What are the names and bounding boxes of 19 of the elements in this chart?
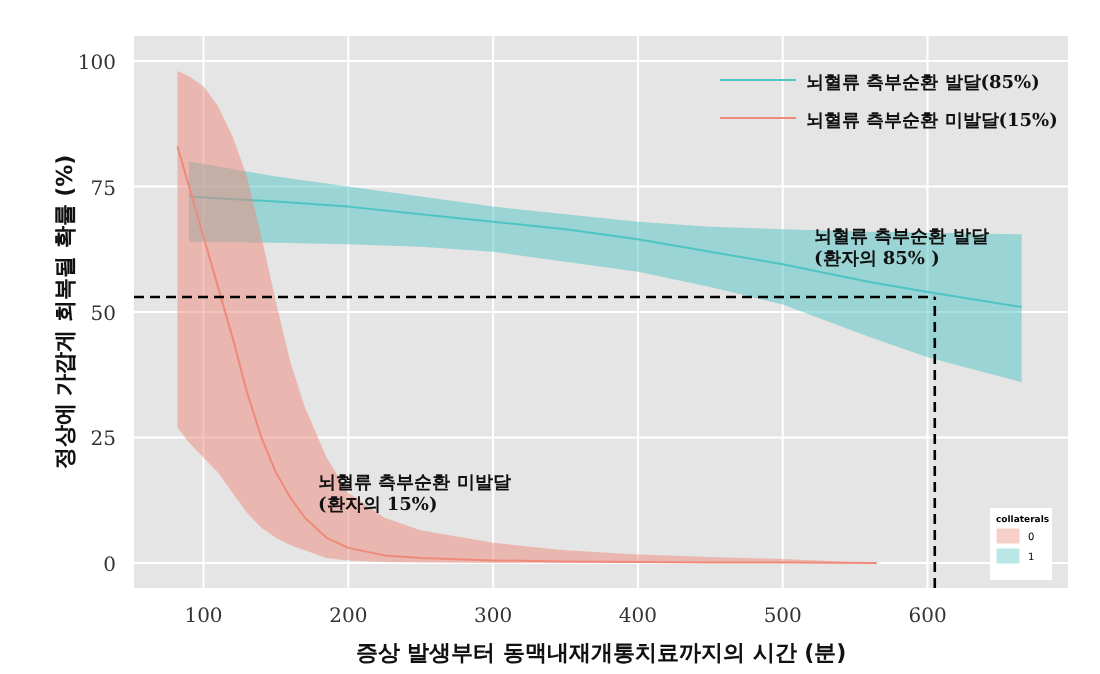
legend-label: 뇌혈류 측부순환 발달(85%) (806, 74, 1040, 94)
y-tick-label: 25 (90, 429, 116, 452)
x-tick-label: 200 (329, 606, 368, 628)
legend-label: 뇌혈류 측부순환 미발달(15%) (806, 112, 1058, 132)
line-series (176, 145, 878, 564)
y-tick-label: 0 (103, 554, 116, 577)
x-tick-label: 600 (908, 606, 947, 628)
x-tick-label: 300 (474, 606, 513, 628)
x-axis-title: 증상 발생부터 동맥내재개통치료까지의 시간 (분) (355, 640, 847, 666)
annotation: 뇌혈류 측부순환 발달 (환자의 85% ) (814, 228, 989, 270)
y-tick-label: 50 (90, 304, 116, 326)
x-tick-label: 400 (618, 606, 658, 628)
y-tick-label: 100 (77, 53, 116, 76)
x-tick-label: 500 (763, 606, 802, 628)
x-tick-label: 100 (184, 606, 223, 628)
annotation: 뇌혈류 측부순환 미발달 (환자의 15%) (318, 474, 511, 516)
y-tick-label: 75 (90, 178, 116, 201)
line-series (188, 195, 1023, 308)
y-axis-title: 정상에 가깝게 회복될 확률 (%) (52, 154, 78, 470)
